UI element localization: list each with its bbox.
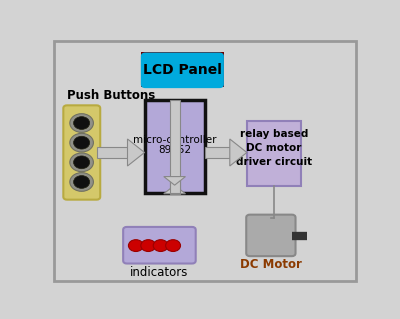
Circle shape <box>70 114 94 132</box>
FancyBboxPatch shape <box>247 121 301 186</box>
Polygon shape <box>170 177 180 193</box>
Text: 89S52: 89S52 <box>158 145 191 155</box>
Polygon shape <box>128 139 144 166</box>
Polygon shape <box>97 147 128 158</box>
FancyBboxPatch shape <box>144 100 205 193</box>
Circle shape <box>74 156 90 169</box>
Text: Push Buttons: Push Buttons <box>67 89 155 102</box>
Polygon shape <box>230 139 247 166</box>
Circle shape <box>74 175 90 188</box>
Circle shape <box>141 240 156 251</box>
FancyBboxPatch shape <box>63 105 100 200</box>
Polygon shape <box>164 177 186 185</box>
Circle shape <box>153 240 168 251</box>
Polygon shape <box>164 185 186 194</box>
FancyBboxPatch shape <box>54 41 356 281</box>
Circle shape <box>74 117 90 130</box>
Text: micro-controller: micro-controller <box>133 135 216 145</box>
Circle shape <box>166 240 180 251</box>
Text: LCD Panel: LCD Panel <box>143 63 222 78</box>
Polygon shape <box>205 147 230 158</box>
Circle shape <box>70 133 94 152</box>
FancyBboxPatch shape <box>123 227 196 263</box>
FancyBboxPatch shape <box>246 215 296 256</box>
Circle shape <box>74 136 90 149</box>
Text: DC Motor: DC Motor <box>240 258 302 271</box>
Text: relay based
DC motor
driver circuit: relay based DC motor driver circuit <box>236 129 312 167</box>
Circle shape <box>70 173 94 191</box>
Circle shape <box>128 240 143 251</box>
Text: indicators: indicators <box>130 266 189 279</box>
Polygon shape <box>170 100 180 194</box>
Circle shape <box>70 153 94 172</box>
FancyBboxPatch shape <box>142 52 224 87</box>
FancyBboxPatch shape <box>141 53 224 88</box>
